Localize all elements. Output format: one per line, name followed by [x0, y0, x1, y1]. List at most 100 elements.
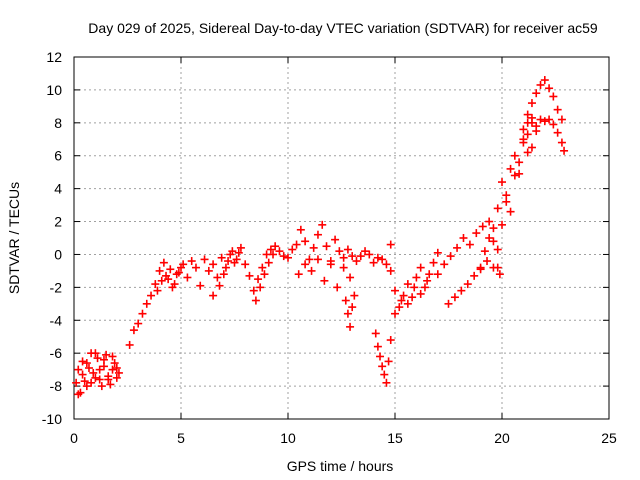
data-point — [416, 263, 425, 272]
data-point — [373, 342, 382, 351]
data-point — [187, 257, 196, 266]
data-point — [457, 286, 466, 295]
data-point — [532, 89, 541, 98]
data-point — [305, 255, 314, 264]
data-point — [480, 247, 489, 256]
data-point — [356, 252, 365, 261]
data-point — [429, 258, 438, 267]
data-point — [179, 260, 188, 269]
data-point — [87, 378, 96, 387]
data-point — [245, 271, 254, 280]
data-point — [408, 293, 417, 302]
data-point — [260, 270, 269, 279]
data-point — [196, 281, 205, 290]
data-point — [348, 252, 357, 261]
data-point — [557, 138, 566, 147]
data-point — [155, 266, 164, 275]
data-point — [108, 365, 117, 374]
data-point — [170, 280, 179, 289]
data-point — [313, 230, 322, 239]
data-point — [256, 283, 265, 292]
y-tick-label: 2 — [54, 214, 62, 230]
grid — [74, 57, 609, 419]
data-point — [348, 303, 357, 312]
data-point — [536, 80, 545, 89]
data-point — [553, 128, 562, 137]
data-point — [493, 245, 502, 254]
data-point — [112, 373, 121, 382]
data-point — [108, 352, 117, 361]
plot-area-frame — [73, 56, 610, 420]
data-point — [346, 322, 355, 331]
data-point — [446, 252, 455, 261]
data-point — [269, 250, 278, 259]
y-tick-label: 8 — [54, 115, 62, 131]
data-point — [114, 368, 123, 377]
data-point — [498, 178, 506, 187]
data-point — [74, 390, 83, 399]
axis-ticks: 0 5 10 15 20 25 -10 -8 -6 -4 -2 0 2 4 6 8 10 12 — [42, 49, 617, 446]
data-point — [102, 350, 111, 359]
data-point — [470, 271, 479, 280]
data-point — [527, 143, 536, 152]
data-point — [147, 291, 156, 300]
data-point — [478, 222, 487, 231]
data-point — [153, 286, 162, 295]
data-point — [343, 245, 352, 254]
data-series-sdtvar — [72, 76, 569, 399]
data-point — [540, 76, 549, 85]
data-point — [352, 257, 361, 266]
data-point — [307, 266, 316, 275]
data-point — [416, 289, 425, 298]
data-point — [465, 240, 474, 249]
data-point — [296, 225, 305, 234]
data-point — [523, 118, 532, 127]
data-point — [84, 363, 93, 372]
data-point — [335, 247, 344, 256]
data-point — [532, 122, 541, 131]
data-point — [341, 296, 350, 305]
data-point — [110, 359, 119, 368]
data-point — [560, 146, 569, 155]
data-point — [284, 253, 292, 262]
y-tick-label: 12 — [46, 49, 62, 65]
data-point — [365, 250, 374, 259]
data-point — [391, 309, 399, 318]
data-point — [331, 235, 340, 244]
data-point — [309, 243, 318, 252]
data-point — [476, 263, 485, 272]
data-point — [346, 273, 355, 282]
data-point — [386, 266, 395, 275]
data-point — [301, 237, 310, 246]
data-point — [228, 247, 237, 256]
data-point — [78, 357, 87, 366]
data-point — [403, 299, 412, 308]
data-point — [382, 260, 391, 269]
data-point — [384, 357, 393, 366]
y-tick-label: 4 — [54, 181, 62, 197]
x-tick-label: 20 — [494, 430, 510, 446]
data-point — [420, 283, 429, 292]
data-point — [129, 326, 138, 335]
data-point — [391, 286, 399, 295]
data-point — [183, 273, 192, 282]
data-point — [97, 382, 106, 391]
data-point — [450, 293, 459, 302]
y-tick-label: -6 — [50, 345, 63, 361]
data-point — [322, 242, 331, 251]
data-point — [209, 291, 218, 300]
data-point — [157, 276, 166, 285]
data-point — [234, 248, 243, 257]
data-point — [89, 368, 98, 377]
data-point — [453, 243, 462, 252]
data-point — [215, 281, 224, 290]
data-point — [378, 362, 387, 371]
data-point — [249, 286, 258, 295]
data-point — [489, 237, 498, 246]
data-point — [275, 247, 284, 256]
data-point — [333, 283, 342, 292]
data-point — [138, 309, 147, 318]
data-point — [397, 296, 406, 305]
y-tick-label: -8 — [50, 378, 63, 394]
data-point — [433, 270, 442, 279]
